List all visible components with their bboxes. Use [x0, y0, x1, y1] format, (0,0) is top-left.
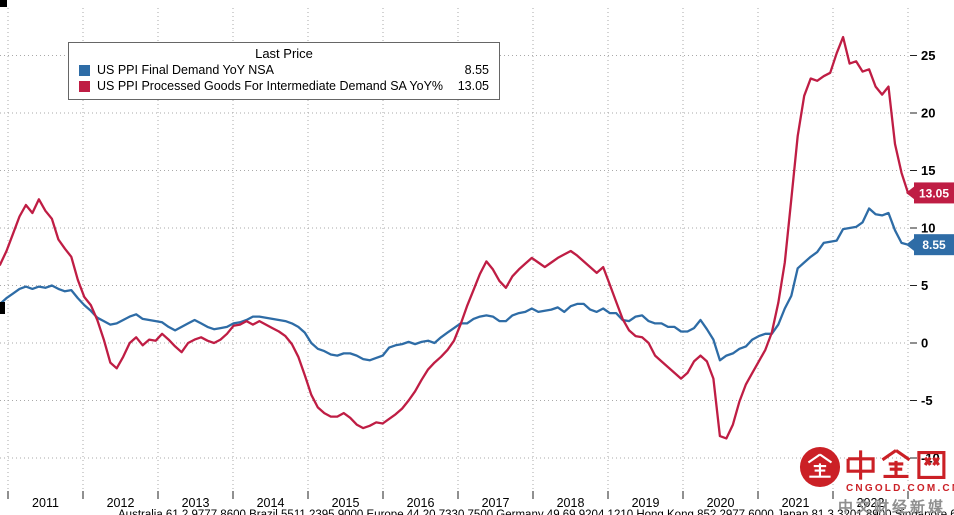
y-axis-label: 0 — [921, 336, 928, 351]
last-price-badge-value: 8.55 — [922, 238, 946, 252]
x-axis-year-label: 2012 — [107, 496, 135, 510]
last-price-badge-arrow — [906, 185, 915, 200]
series-line-0 — [0, 207, 910, 362]
y-axis-label: 20 — [921, 106, 935, 121]
y-axis-label: 10 — [921, 221, 935, 236]
screen-corner-artifact — [0, 0, 7, 7]
legend-series-value: 13.05 — [457, 79, 489, 93]
legend-color-swatch — [79, 64, 90, 76]
y-axis-label: 5 — [921, 278, 928, 293]
x-axis-year-label: 2017 — [482, 496, 510, 510]
legend-item: US PPI Final Demand YoY NSA 8.55 — [79, 62, 489, 78]
last-price-badge — [914, 234, 954, 256]
y-axis-label: -5 — [921, 393, 933, 408]
cngold-domain: CNGOLD.COM.CN — [846, 483, 954, 494]
x-axis-year-label: 2021 — [782, 496, 810, 510]
x-axis-year-label: 2016 — [407, 496, 435, 510]
legend-color-swatch — [79, 80, 90, 92]
x-axis-year-label: 2014 — [257, 496, 285, 510]
cngold-tagline: 中文财经新媒体 — [838, 499, 947, 515]
cngold-logo-icon — [799, 446, 841, 488]
legend-title: Last Price — [255, 46, 313, 61]
y-axis-label: 25 — [921, 48, 935, 63]
cngold-brand-wordmark — [846, 449, 946, 480]
x-axis-year-label: 2015 — [332, 496, 360, 510]
bloomberg-footer-text: Australia 61 2 9777 8600 Brazil 5511 239… — [118, 509, 954, 515]
x-axis-year-label: 2020 — [707, 496, 735, 510]
x-axis-year-label: 2022 — [857, 496, 885, 510]
legend-item: US PPI Processed Goods For Intermediate … — [79, 78, 489, 94]
x-axis-year-label: 2011 — [32, 496, 59, 510]
last-price-badge-value: 13.05 — [919, 186, 949, 200]
y-axis-label: 15 — [921, 163, 935, 178]
last-price-badge-arrow — [906, 237, 915, 252]
last-price-badge — [914, 182, 954, 204]
x-axis-year-label: 2019 — [632, 496, 660, 510]
legend-box: Last Price US PPI Final Demand YoY NSA 8… — [68, 42, 500, 100]
x-axis-year-label: 2018 — [557, 496, 585, 510]
legend-series-value: 8.55 — [464, 63, 489, 77]
legend-series-label: US PPI Final Demand YoY NSA — [97, 63, 274, 77]
legend-series-label: US PPI Processed Goods For Intermediate … — [97, 79, 444, 93]
series-line-1 — [0, 35, 910, 440]
left-edge-artifact — [0, 302, 5, 314]
x-axis-year-label: 2013 — [182, 496, 210, 510]
